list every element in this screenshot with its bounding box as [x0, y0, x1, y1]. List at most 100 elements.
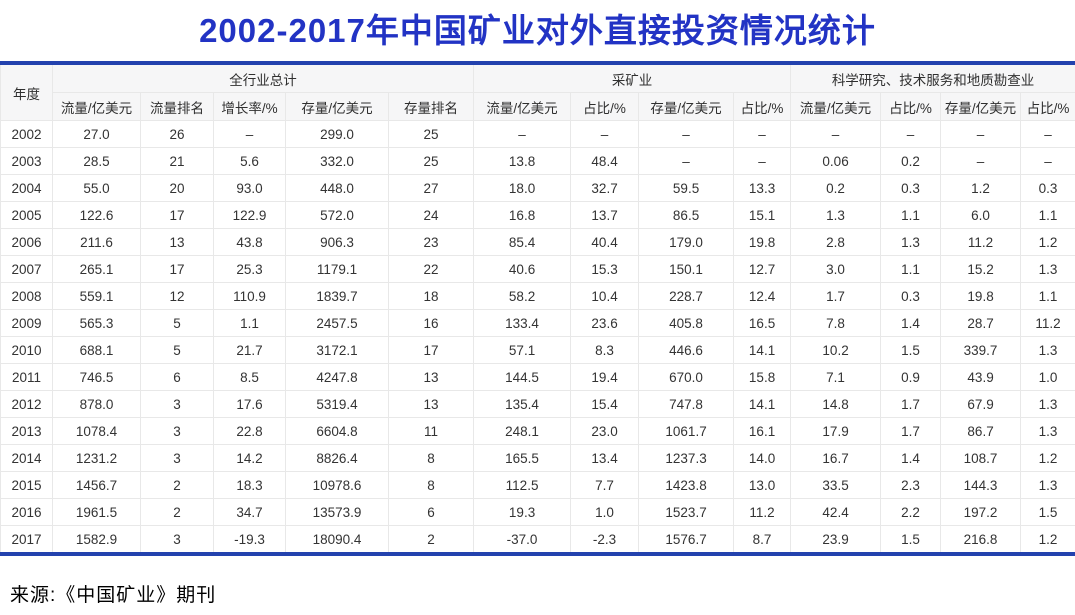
table-cell: 8.5	[214, 364, 286, 391]
table-cell: 1523.7	[639, 499, 734, 526]
table-cell: –	[214, 121, 286, 148]
column-group-header: 科学研究、技术服务和地质勘查业	[791, 63, 1075, 93]
table-cell: 446.6	[639, 337, 734, 364]
table-cell: 0.06	[791, 148, 881, 175]
table-cell: 122.9	[214, 202, 286, 229]
table-cell: 93.0	[214, 175, 286, 202]
header-sub-row: 流量/亿美元流量排名增长率/%存量/亿美元存量排名流量/亿美元占比/%存量/亿美…	[1, 93, 1075, 121]
table-cell: 1.3	[881, 229, 941, 256]
table-cell: 24	[389, 202, 474, 229]
table-cell: 25	[389, 121, 474, 148]
table-cell: 1576.7	[639, 526, 734, 555]
table-cell: 17	[389, 337, 474, 364]
year-cell: 2016	[1, 499, 53, 526]
table-cell: 5.6	[214, 148, 286, 175]
column-header: 占比/%	[881, 93, 941, 121]
table-cell: 1456.7	[53, 472, 141, 499]
table-cell: 8.3	[571, 337, 639, 364]
table-cell: 6	[389, 499, 474, 526]
table-cell: 179.0	[639, 229, 734, 256]
table-cell: 0.2	[791, 175, 881, 202]
table-cell: 228.7	[639, 283, 734, 310]
table-cell: -19.3	[214, 526, 286, 555]
table-cell: 1.1	[881, 256, 941, 283]
table-cell: 13573.9	[286, 499, 389, 526]
table-cell: 3172.1	[286, 337, 389, 364]
table-cell: 1.3	[791, 202, 881, 229]
table-cell: 67.9	[941, 391, 1021, 418]
table-cell: 1.7	[791, 283, 881, 310]
table-cell: 13.3	[734, 175, 791, 202]
column-header: 流量排名	[141, 93, 214, 121]
column-header: 存量/亿美元	[286, 93, 389, 121]
table-cell: 16.7	[791, 445, 881, 472]
table-cell: 878.0	[53, 391, 141, 418]
table-cell: 18090.4	[286, 526, 389, 555]
table-cell: 0.3	[881, 175, 941, 202]
year-cell: 2011	[1, 364, 53, 391]
table-cell: 144.3	[941, 472, 1021, 499]
table-cell: 11.2	[734, 499, 791, 526]
table-cell: 85.4	[474, 229, 571, 256]
table-cell: –	[571, 121, 639, 148]
table-cell: 10.2	[791, 337, 881, 364]
table-cell: –	[734, 148, 791, 175]
table-cell: 5319.4	[286, 391, 389, 418]
table-cell: 2	[141, 472, 214, 499]
table-cell: 15.4	[571, 391, 639, 418]
table-cell: 10978.6	[286, 472, 389, 499]
table-cell: 1.1	[1021, 283, 1075, 310]
table-cell: 19.3	[474, 499, 571, 526]
table-header: 年度全行业总计采矿业科学研究、技术服务和地质勘查业流量/亿美元流量排名增长率/%…	[1, 63, 1075, 121]
column-group-header: 采矿业	[474, 63, 791, 93]
table-cell: 25.3	[214, 256, 286, 283]
table-cell: –	[734, 121, 791, 148]
table-cell: 1.1	[881, 202, 941, 229]
table-cell: 559.1	[53, 283, 141, 310]
table-cell: 150.1	[639, 256, 734, 283]
table-cell: 572.0	[286, 202, 389, 229]
table-cell: 0.3	[1021, 175, 1075, 202]
table-cell: 18.3	[214, 472, 286, 499]
table-cell: 16	[389, 310, 474, 337]
table-cell: 11.2	[1021, 310, 1075, 337]
table-cell: 216.8	[941, 526, 1021, 555]
table-cell: 27	[389, 175, 474, 202]
table-cell: 2.2	[881, 499, 941, 526]
table-cell: 23.0	[571, 418, 639, 445]
table-cell: 14.0	[734, 445, 791, 472]
table-cell: 3	[141, 418, 214, 445]
table-cell: 19.8	[734, 229, 791, 256]
table-cell: 57.1	[474, 337, 571, 364]
column-header: 流量/亿美元	[53, 93, 141, 121]
table-cell: 448.0	[286, 175, 389, 202]
table-cell: 15.1	[734, 202, 791, 229]
table-cell: 1.3	[1021, 337, 1075, 364]
table-cell: -2.3	[571, 526, 639, 555]
table-cell: 112.5	[474, 472, 571, 499]
table-cell: 13.8	[474, 148, 571, 175]
table-cell: 1.0	[1021, 364, 1075, 391]
table-cell: 1.1	[214, 310, 286, 337]
table-cell: 265.1	[53, 256, 141, 283]
year-column-header: 年度	[1, 63, 53, 121]
table-cell: 28.7	[941, 310, 1021, 337]
table-cell: 55.0	[53, 175, 141, 202]
table-cell: 5	[141, 310, 214, 337]
table-cell: 2.3	[881, 472, 941, 499]
header-group-row: 年度全行业总计采矿业科学研究、技术服务和地质勘查业	[1, 63, 1075, 93]
table-cell: 1.4	[881, 445, 941, 472]
table-cell: 43.8	[214, 229, 286, 256]
page-title: 2002-2017年中国矿业对外直接投资情况统计	[0, 4, 1075, 52]
table-cell: 8.7	[734, 526, 791, 555]
table-cell: 8826.4	[286, 445, 389, 472]
table-cell: –	[1021, 148, 1075, 175]
table-cell: 19.8	[941, 283, 1021, 310]
